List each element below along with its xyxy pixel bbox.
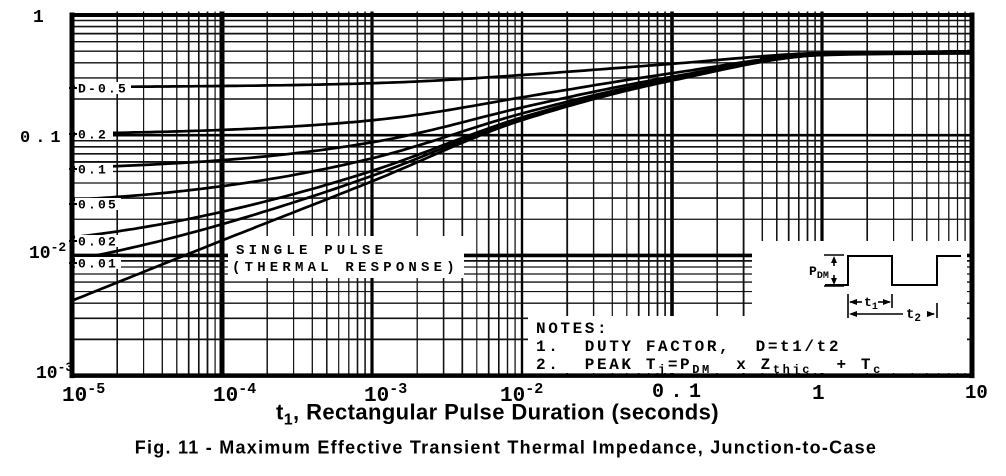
svg-text:0.02: 0.02 [78, 235, 118, 250]
svg-text:t1, Rectangular Pulse Duration: t1, Rectangular Pulse Duration (seconds) [276, 400, 719, 429]
svg-text:1. DUTY FACTOR, D=t1/t2: 1. DUTY FACTOR, D=t1/t2 [536, 338, 841, 356]
svg-text:10-3: 10-3 [36, 360, 73, 384]
svg-text:0.1: 0.1 [20, 129, 66, 148]
svg-text:0.1: 0.1 [78, 163, 108, 178]
svg-text:10-2: 10-2 [500, 381, 543, 408]
svg-text:0.05: 0.05 [78, 198, 118, 213]
svg-text:0.1: 0.1 [652, 381, 708, 404]
svg-text:SINGLE PULSE: SINGLE PULSE [236, 243, 387, 259]
svg-text:(THERMAL RESPONSE): (THERMAL RESPONSE) [232, 260, 459, 276]
svg-text:1: 1 [33, 8, 44, 28]
svg-text:D-0.5: D-0.5 [78, 82, 128, 97]
svg-text:NOTES:: NOTES: [536, 320, 609, 338]
svg-text:10: 10 [965, 382, 988, 404]
svg-text:0.01: 0.01 [78, 257, 118, 272]
svg-text:1: 1 [812, 383, 825, 406]
svg-text:Fig. 11 - Maximum Effective Tr: Fig. 11 - Maximum Effective Transient Th… [135, 438, 877, 458]
svg-text:0.2: 0.2 [78, 128, 108, 143]
